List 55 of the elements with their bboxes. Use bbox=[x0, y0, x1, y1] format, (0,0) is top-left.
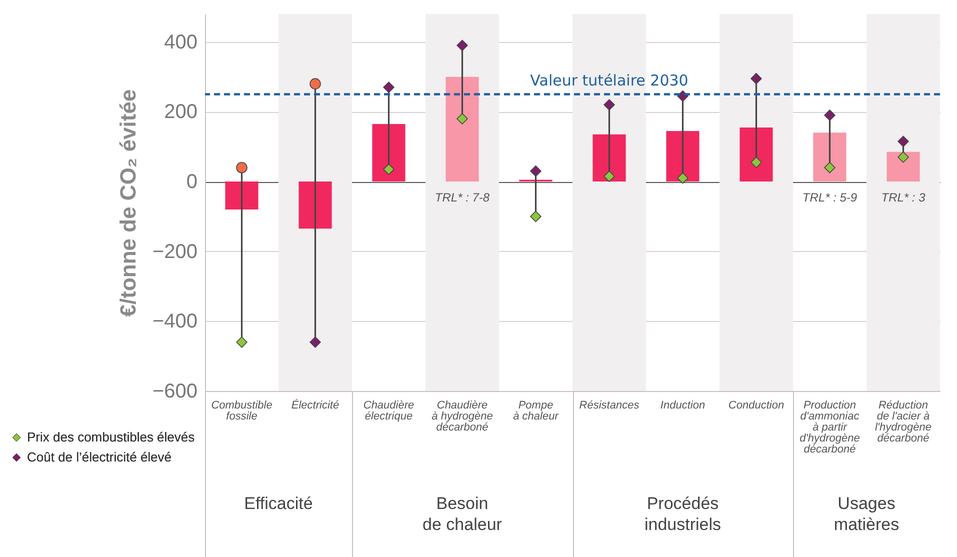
text: Usages matières bbox=[834, 493, 900, 535]
y-axis-title: €/tonne de CO₂ évitée bbox=[115, 89, 140, 317]
text: Besoin de chaleur bbox=[422, 493, 502, 535]
x-tick-label: Chaudière électrique bbox=[363, 400, 414, 422]
y-tick-label: 200 bbox=[164, 101, 198, 124]
point bbox=[824, 162, 836, 174]
point bbox=[677, 172, 688, 184]
x-tick-label: Conduction bbox=[728, 400, 784, 412]
point bbox=[750, 72, 762, 84]
x-tick-label: Chaudière à hydrogène décarboné bbox=[432, 400, 493, 434]
y-tick-label: 0 bbox=[186, 171, 198, 194]
legend-label: Prix des combustibles élevés bbox=[27, 430, 196, 444]
text: Efficacité bbox=[244, 493, 313, 514]
point bbox=[750, 156, 762, 168]
x-tick-label: Pompe à chaleur bbox=[513, 400, 560, 422]
bar bbox=[446, 76, 479, 182]
bar bbox=[372, 124, 406, 182]
point bbox=[604, 170, 615, 182]
bar bbox=[740, 127, 773, 182]
point bbox=[383, 164, 394, 175]
bar bbox=[886, 152, 920, 182]
point bbox=[310, 78, 321, 90]
point bbox=[898, 151, 909, 163]
point bbox=[236, 336, 248, 348]
x-tick-label: Réduction de l'acier à l'hydrogène décarboné bbox=[874, 400, 932, 444]
point bbox=[530, 210, 542, 222]
legend-label: Coût de l’électricité élevé bbox=[27, 450, 172, 464]
annotation: TRL* : 3 bbox=[881, 190, 926, 205]
y-tick-label: −400 bbox=[152, 310, 198, 333]
x-tick-label: Induction bbox=[660, 400, 706, 412]
y-tick-label: −600 bbox=[152, 380, 198, 402]
point bbox=[236, 162, 248, 174]
point bbox=[530, 165, 542, 177]
x-tick-label: Résistances bbox=[579, 400, 640, 412]
point bbox=[310, 336, 321, 348]
bar bbox=[592, 134, 626, 182]
y-tick-label: 400 bbox=[164, 31, 198, 54]
annotation: TRL* : 7-8 bbox=[434, 190, 490, 205]
x-tick-label: Électricité bbox=[291, 398, 340, 412]
bar bbox=[225, 182, 258, 210]
x-tick-label: Production d'ammoniac à partir d'hydrogène décarboné bbox=[800, 400, 860, 456]
annotation: TRL* : 5-9 bbox=[802, 190, 858, 205]
y-tick-label: −200 bbox=[152, 240, 198, 263]
point bbox=[824, 110, 836, 121]
point bbox=[898, 136, 909, 148]
ref-line-label: Valeur tutélaire 2030 bbox=[530, 71, 688, 90]
point bbox=[456, 113, 468, 124]
point bbox=[456, 40, 468, 52]
point bbox=[604, 99, 615, 110]
text: Procédés industriels bbox=[644, 493, 722, 535]
point bbox=[383, 82, 394, 93]
bar bbox=[813, 132, 846, 182]
bar bbox=[666, 130, 700, 182]
x-tick-label: Combustible fossile bbox=[211, 400, 272, 422]
bar bbox=[298, 182, 332, 229]
